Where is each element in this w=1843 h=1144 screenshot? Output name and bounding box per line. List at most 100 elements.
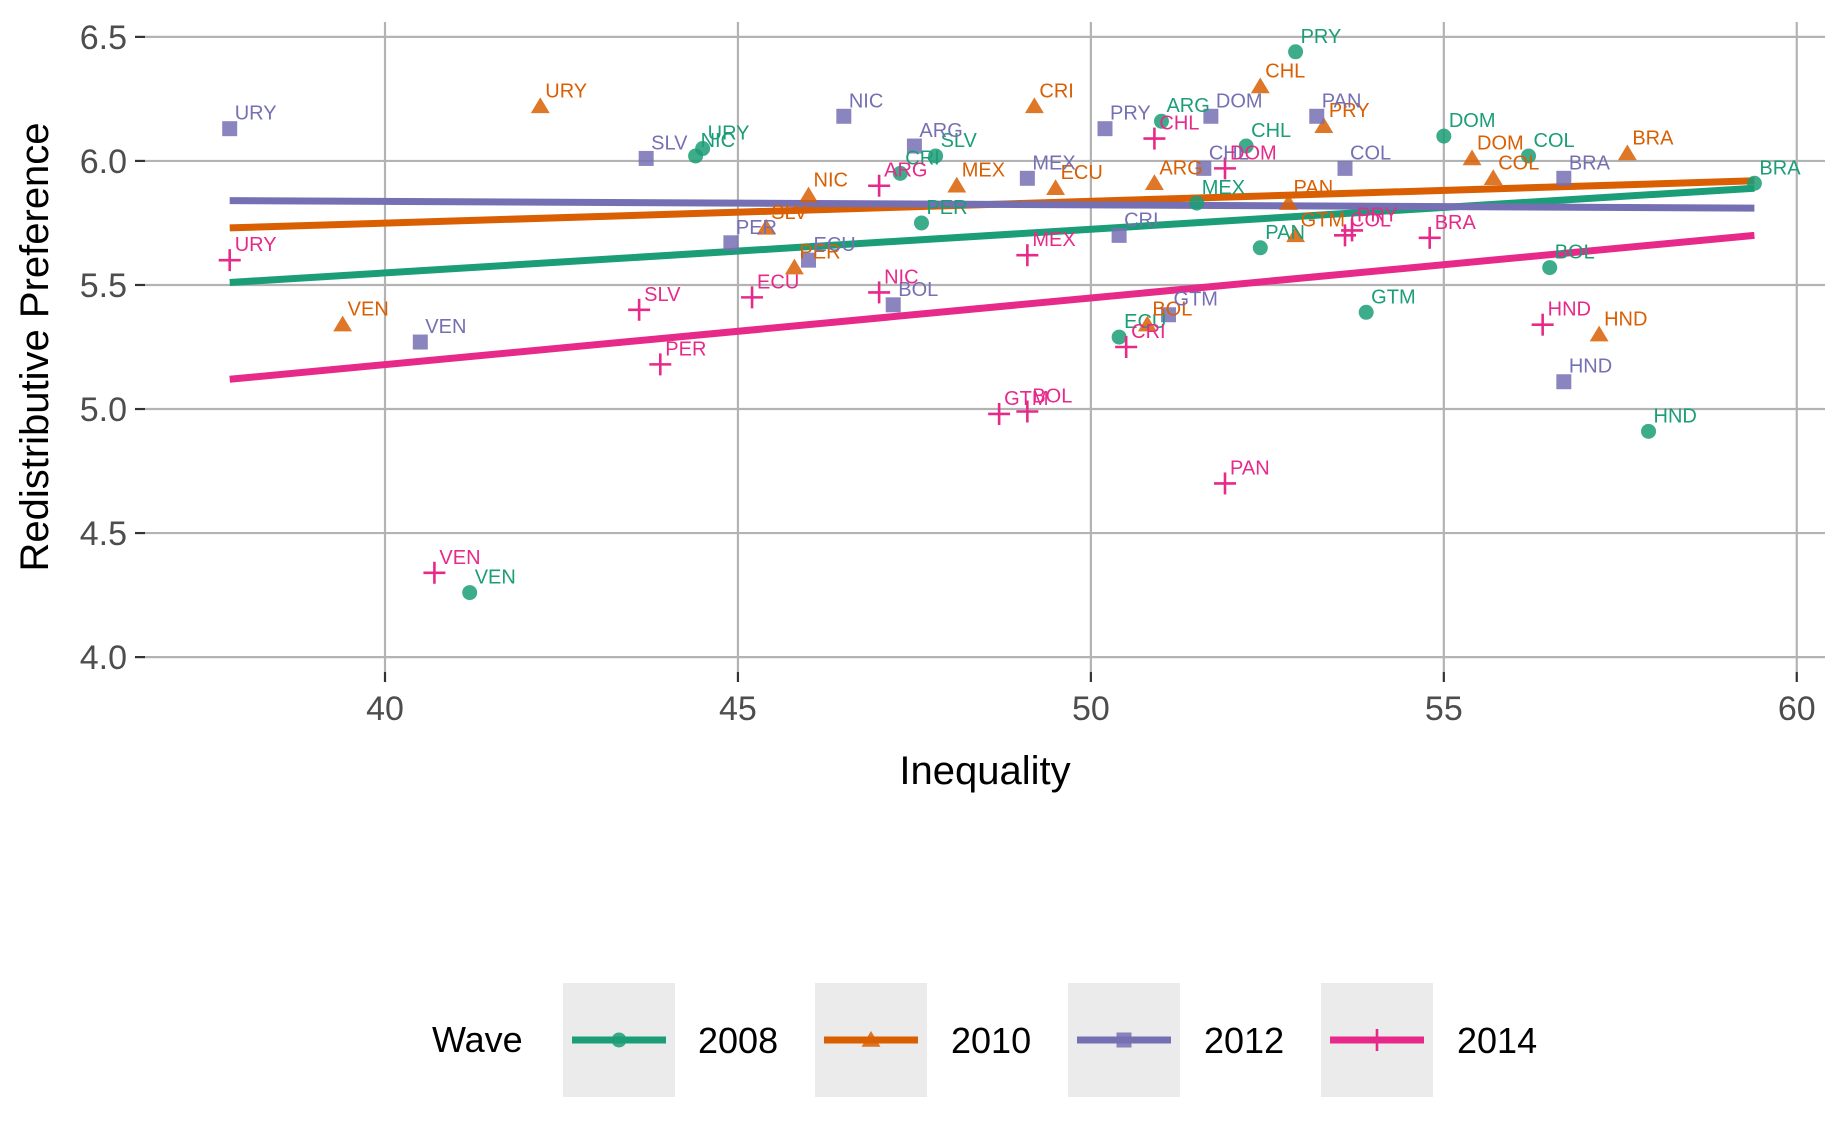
axes: 40 45 50 55 60 4.0 4.5 5.0 5.5 6.0 6.5: [80, 19, 1816, 728]
point-marker-circle: [892, 165, 908, 181]
fit-line-2012: [229, 197, 1755, 212]
point-label: GTM: [1371, 286, 1415, 308]
point-label: CRI: [1124, 209, 1158, 231]
legend-item-2014: 2014: [1321, 983, 1537, 1097]
point-label: PAN: [1322, 90, 1362, 112]
point-marker-plus: [1214, 157, 1236, 180]
y-tick-label: 5.5: [80, 267, 127, 305]
point-label: BOL: [1555, 242, 1595, 264]
point-marker-square: [1556, 170, 1572, 186]
point-label: NIC: [884, 266, 918, 288]
point-label: CRI: [1039, 80, 1073, 102]
x-axis-title: Inequality: [899, 749, 1070, 793]
point-label: HND: [1604, 309, 1647, 331]
point-marker-plus: [649, 353, 672, 376]
point-label: PRY: [1329, 100, 1370, 122]
point-marker-circle: [1189, 195, 1205, 211]
legend: Wave 2008 2010 2012 2014: [432, 983, 1537, 1097]
point-marker-triangle: [1279, 194, 1298, 210]
point-marker-triangle: [1589, 325, 1609, 342]
point-label: ECU: [814, 234, 856, 256]
fit-line-2014: [229, 231, 1755, 383]
point-label: GTM: [1301, 209, 1345, 231]
point-marker-triangle: [784, 258, 804, 275]
point-marker-circle: [1436, 128, 1452, 144]
point-marker-square: [1116, 1032, 1132, 1048]
point-marker-circle: [928, 148, 944, 164]
point-label: ARG: [1166, 95, 1209, 117]
point-marker-triangle: [799, 186, 818, 203]
point-marker-square: [638, 150, 654, 166]
point-label: ARG: [919, 120, 962, 142]
legend-title: Wave: [432, 1019, 523, 1060]
point-label: VEN: [425, 316, 466, 338]
x-tick-label: 55: [1425, 690, 1463, 728]
y-axis-title: Redistributive Preference: [13, 122, 57, 571]
point-label: URY: [235, 234, 277, 256]
x-tick-label: 60: [1778, 690, 1816, 728]
point-marker-plus: [868, 281, 891, 304]
point-marker-triangle: [333, 315, 353, 332]
legend-label: 2008: [698, 1020, 778, 1061]
point-marker-circle: [1111, 329, 1127, 345]
point-marker-triangle: [1024, 97, 1044, 114]
point-marker-circle: [1641, 423, 1657, 439]
point-label: VEN: [439, 547, 480, 569]
x-tick-label: 50: [1072, 690, 1110, 728]
point-label: BOL: [898, 279, 938, 301]
point-marker-circle: [1521, 148, 1537, 164]
point-label: ECU: [1124, 311, 1166, 333]
legend-label: 2014: [1457, 1020, 1537, 1061]
point-label: VEN: [475, 567, 516, 589]
point-marker-square: [1203, 108, 1219, 124]
point-label: ECU: [1061, 162, 1103, 184]
point-marker-square: [1111, 227, 1127, 243]
data-points: [218, 44, 1762, 601]
point-label: ARG: [1159, 157, 1202, 179]
point-marker-plus: [1531, 313, 1554, 336]
point-marker-triangle: [1483, 169, 1503, 186]
point-marker-plus: [1418, 226, 1441, 249]
point-marker-circle: [1288, 44, 1304, 60]
point-marker-square: [222, 121, 238, 137]
point-label: COL: [1350, 209, 1391, 231]
point-label: GTM: [1174, 289, 1218, 311]
point-label: DOM: [1230, 142, 1277, 164]
legend-label: 2010: [951, 1020, 1031, 1061]
point-label: PRY: [1301, 26, 1342, 48]
x-tick-label: 40: [366, 690, 404, 728]
point-label: SLV: [644, 284, 681, 306]
point-marker-square: [1097, 121, 1113, 137]
legend-item-2012: 2012: [1068, 983, 1284, 1097]
point-label: COL: [1498, 152, 1539, 174]
point-marker-triangle: [1286, 226, 1306, 243]
point-label: CHL: [1251, 120, 1291, 142]
point-marker-triangle: [1617, 144, 1637, 161]
point-label: HND: [1569, 356, 1612, 378]
point-label: DOM: [1477, 132, 1524, 154]
point-label: URY: [545, 80, 587, 102]
point-label: BRA: [1632, 127, 1674, 149]
point-label: SLV: [941, 130, 978, 152]
x-tick-label: 45: [719, 690, 757, 728]
point-label: VEN: [348, 299, 389, 321]
point-marker-triangle: [1462, 149, 1482, 166]
point-marker-plus: [1016, 244, 1039, 267]
point-label: SLV: [651, 132, 688, 154]
point-label: MEX: [1202, 177, 1245, 199]
point-label: HND: [1548, 299, 1591, 321]
point-marker-square: [1161, 307, 1177, 323]
point-label: CRI: [905, 147, 939, 169]
point-marker-square: [1309, 108, 1325, 124]
point-marker-plus: [741, 286, 764, 309]
point-label: NIC: [814, 170, 848, 192]
point-marker-circle: [688, 148, 704, 164]
point-label: NIC: [701, 130, 735, 152]
point-marker-triangle: [530, 97, 550, 114]
point-label: SLV: [771, 202, 808, 224]
point-marker-circle: [1252, 240, 1268, 256]
point-marker-plus: [1366, 1029, 1388, 1051]
